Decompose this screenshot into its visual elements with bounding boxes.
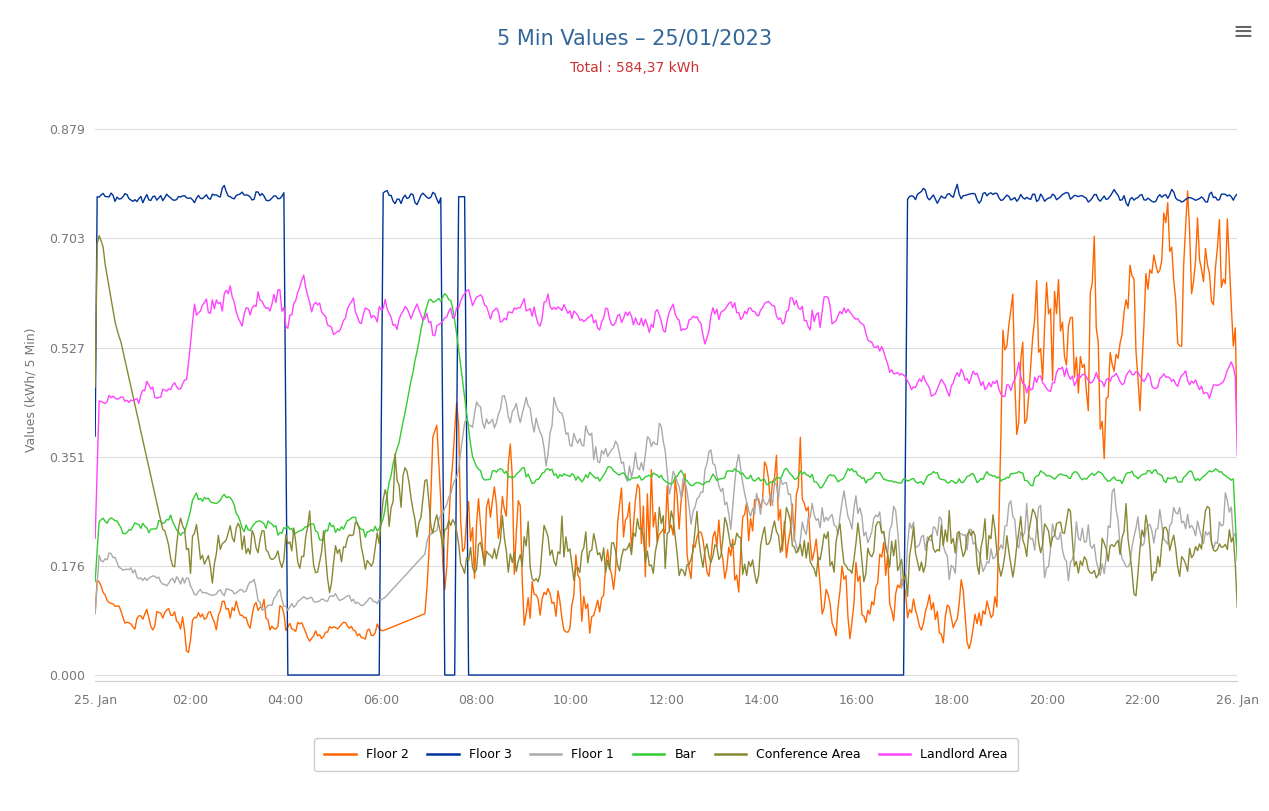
Text: Total : 584,37 kWh: Total : 584,37 kWh — [570, 61, 699, 75]
Legend: Floor 2, Floor 3, Floor 1, Bar, Conference Area, Landlord Area: Floor 2, Floor 3, Floor 1, Bar, Conferen… — [315, 738, 1018, 771]
Text: 5 Min Values – 25/01/2023: 5 Min Values – 25/01/2023 — [497, 28, 772, 49]
Y-axis label: Values (kWh/ 5 Min): Values (kWh/ 5 Min) — [24, 327, 38, 452]
Text: ≡: ≡ — [1232, 20, 1254, 45]
